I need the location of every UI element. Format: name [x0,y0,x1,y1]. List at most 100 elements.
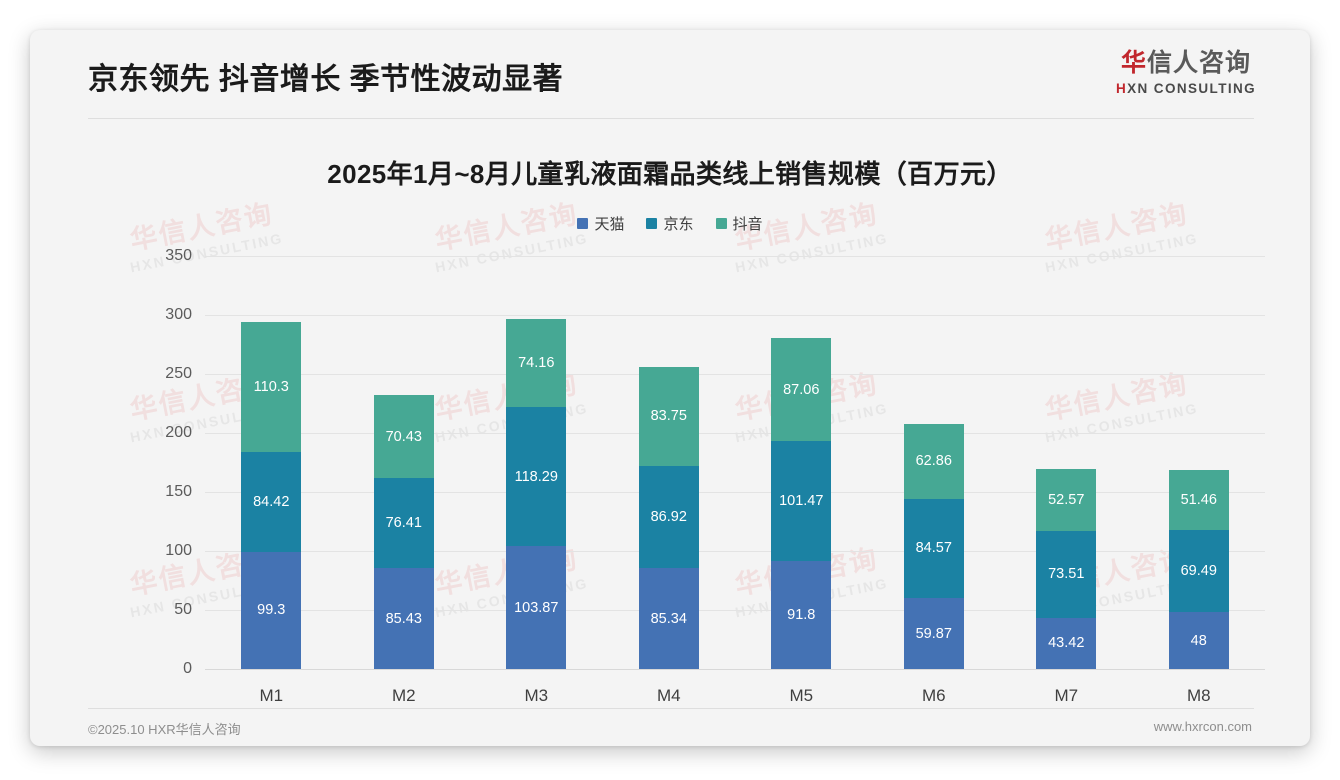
bar-segment-京东[interactable]: 84.42 [241,452,302,552]
bar-segment-京东[interactable]: 69.49 [1168,530,1229,613]
chart-title: 2025年1月~8月儿童乳液面霜品类线上销售规模（百万元） [327,159,1013,189]
bar-value-label: 70.43 [385,428,422,445]
x-axis-tick-label: M4 [656,686,681,705]
bar-group[interactable]: 51.46 69.49 48 M8 [1133,256,1266,705]
x-axis-tick-label: M8 [1186,686,1211,705]
bar-segment-天猫[interactable]: 103.87 [506,546,567,669]
bar-group[interactable]: 87.06 101.47 91.8 M5 [735,256,868,705]
bar-group[interactable]: 83.75 86.92 85.34 M4 [603,256,736,705]
bar-group[interactable]: 74.16 118.29 103.87 M3 [470,256,603,705]
bar-segment-天猫[interactable]: 85.43 [373,568,434,669]
chart-plot-area: 350 300 250 200 150 100 50 0 110.3 84.42 99.3 M1 70… [30,30,1310,746]
legend-label: 抖音 [732,216,763,233]
brand-logo: 华信人咨询 HXN CONSULTING [1100,48,1272,97]
bar-value-label: 87.06 [783,381,820,398]
bar-segment-京东[interactable]: 76.41 [373,478,434,569]
gridline [205,669,1265,670]
brand-name-en-red: H [1115,81,1128,96]
legend-item-天猫[interactable]: 天猫 [577,213,624,234]
bar-value-label: 76.41 [385,515,422,532]
bar-segment-京东[interactable]: 86.92 [638,465,699,569]
bar-value-label: 74.16 [518,355,555,372]
bar-value-label: 99.3 [257,602,286,619]
bar-segment-京东[interactable]: 73.51 [1036,531,1097,618]
brand-name-en: HXN CONSULTING [1100,80,1272,97]
legend-item-京东[interactable]: 京东 [646,213,694,234]
gridline [205,610,1265,611]
bar-segment-天猫[interactable]: 91.8 [771,560,832,669]
legend-swatch-icon [715,218,727,229]
bar-value-label: 91.8 [787,606,816,623]
bar-stack: 74.16 118.29 103.87 [506,319,567,669]
x-axis-tick-label: M2 [391,686,416,705]
x-axis-tick-label: M7 [1054,686,1079,705]
brand-name-cn: 华信人咨询 [1100,48,1272,78]
legend-item-抖音[interactable]: 抖音 [715,213,763,234]
header-divider [88,118,1254,119]
y-axis-tick-label: 50 [174,601,192,618]
bar-value-label: 84.57 [915,540,952,557]
chart-gridlines: 350 300 250 200 150 100 50 0 [165,247,1265,677]
bar-value-label: 83.75 [650,408,687,425]
chart-bars: 110.3 84.42 99.3 M1 70.43 76.41 85.43 M2 74.16 11… [205,256,1266,705]
bar-stack: 70.43 76.41 85.43 [373,394,434,669]
bar-segment-抖音[interactable]: 74.16 [506,319,567,407]
x-axis-tick-label: M1 [259,686,284,705]
bar-value-label: 110.3 [253,379,289,396]
footer-website: www.hxrcon.com [1153,719,1252,734]
bar-stack: 52.57 73.51 43.42 [1036,469,1097,669]
y-axis-tick-label: 250 [165,365,192,382]
slide-header: 京东领先 抖音增长 季节性波动显著 华信人咨询 HXN CONSULTING [30,30,1310,123]
bar-segment-抖音[interactable]: 62.86 [903,424,964,499]
bar-segment-天猫[interactable]: 48 [1168,612,1229,669]
bar-group[interactable]: 70.43 76.41 85.43 M2 [338,256,471,705]
y-axis-tick-label: 0 [183,660,192,677]
brand-name-cn-rest: 信人咨询 [1147,49,1252,77]
gridline [205,374,1265,375]
x-axis-tick-label: M5 [789,686,814,705]
y-axis-tick-label: 300 [165,306,192,323]
bar-segment-天猫[interactable]: 43.42 [1036,617,1097,669]
bar-stack: 62.86 84.57 59.87 [903,424,964,669]
bar-value-label: 86.92 [650,509,687,526]
gridline [205,492,1265,493]
footer-copyright: ©2025.10 HXR华信人咨询 [88,722,241,737]
bar-value-label: 62.86 [915,453,952,470]
legend-label: 京东 [663,216,694,233]
x-axis-tick-label: M3 [524,686,549,705]
legend-label: 天猫 [594,216,625,233]
bar-segment-天猫[interactable]: 59.87 [903,598,964,669]
bar-value-label: 43.42 [1048,635,1085,652]
bar-value-label: 73.51 [1048,566,1085,583]
y-axis-tick-label: 150 [165,483,192,500]
slide-card: 京东领先 抖音增长 季节性波动显著 华信人咨询 HXN CONSULTING 华… [30,30,1310,746]
x-axis-tick-label: M6 [921,686,946,705]
bar-segment-京东[interactable]: 101.47 [771,440,832,561]
bar-value-label: 48 [1190,632,1207,649]
bar-segment-抖音[interactable]: 110.3 [241,322,302,453]
y-axis-tick-label: 200 [165,424,192,441]
bar-segment-天猫[interactable]: 85.34 [638,568,699,669]
bar-segment-抖音[interactable]: 70.43 [373,394,434,479]
y-axis-tick-label: 100 [165,542,192,559]
bar-segment-抖音[interactable]: 83.75 [638,366,699,466]
bar-value-label: 118.29 [514,468,558,485]
bar-value-label: 51.46 [1180,492,1217,509]
bar-segment-抖音[interactable]: 51.46 [1168,469,1229,531]
bar-value-label: 69.49 [1180,563,1217,580]
bar-stack: 83.75 86.92 85.34 [638,366,699,669]
bar-segment-天猫[interactable]: 99.3 [241,551,302,669]
gridline [205,256,1265,257]
legend-swatch-icon [577,218,589,229]
bar-segment-京东[interactable]: 84.57 [903,498,964,599]
bar-group[interactable]: 110.3 84.42 99.3 M1 [205,256,338,705]
bar-group[interactable]: 62.86 84.57 59.87 M6 [868,256,1001,705]
bar-segment-抖音[interactable]: 87.06 [771,338,832,441]
bar-segment-抖音[interactable]: 52.57 [1036,469,1097,532]
footer-divider [88,708,1254,709]
bar-group[interactable]: 52.57 73.51 43.42 M7 [1000,256,1133,705]
bar-stack: 51.46 69.49 48 [1168,469,1229,669]
bar-value-label: 103.87 [514,599,559,616]
bar-segment-京东[interactable]: 118.29 [506,406,567,547]
gridline [205,551,1265,552]
